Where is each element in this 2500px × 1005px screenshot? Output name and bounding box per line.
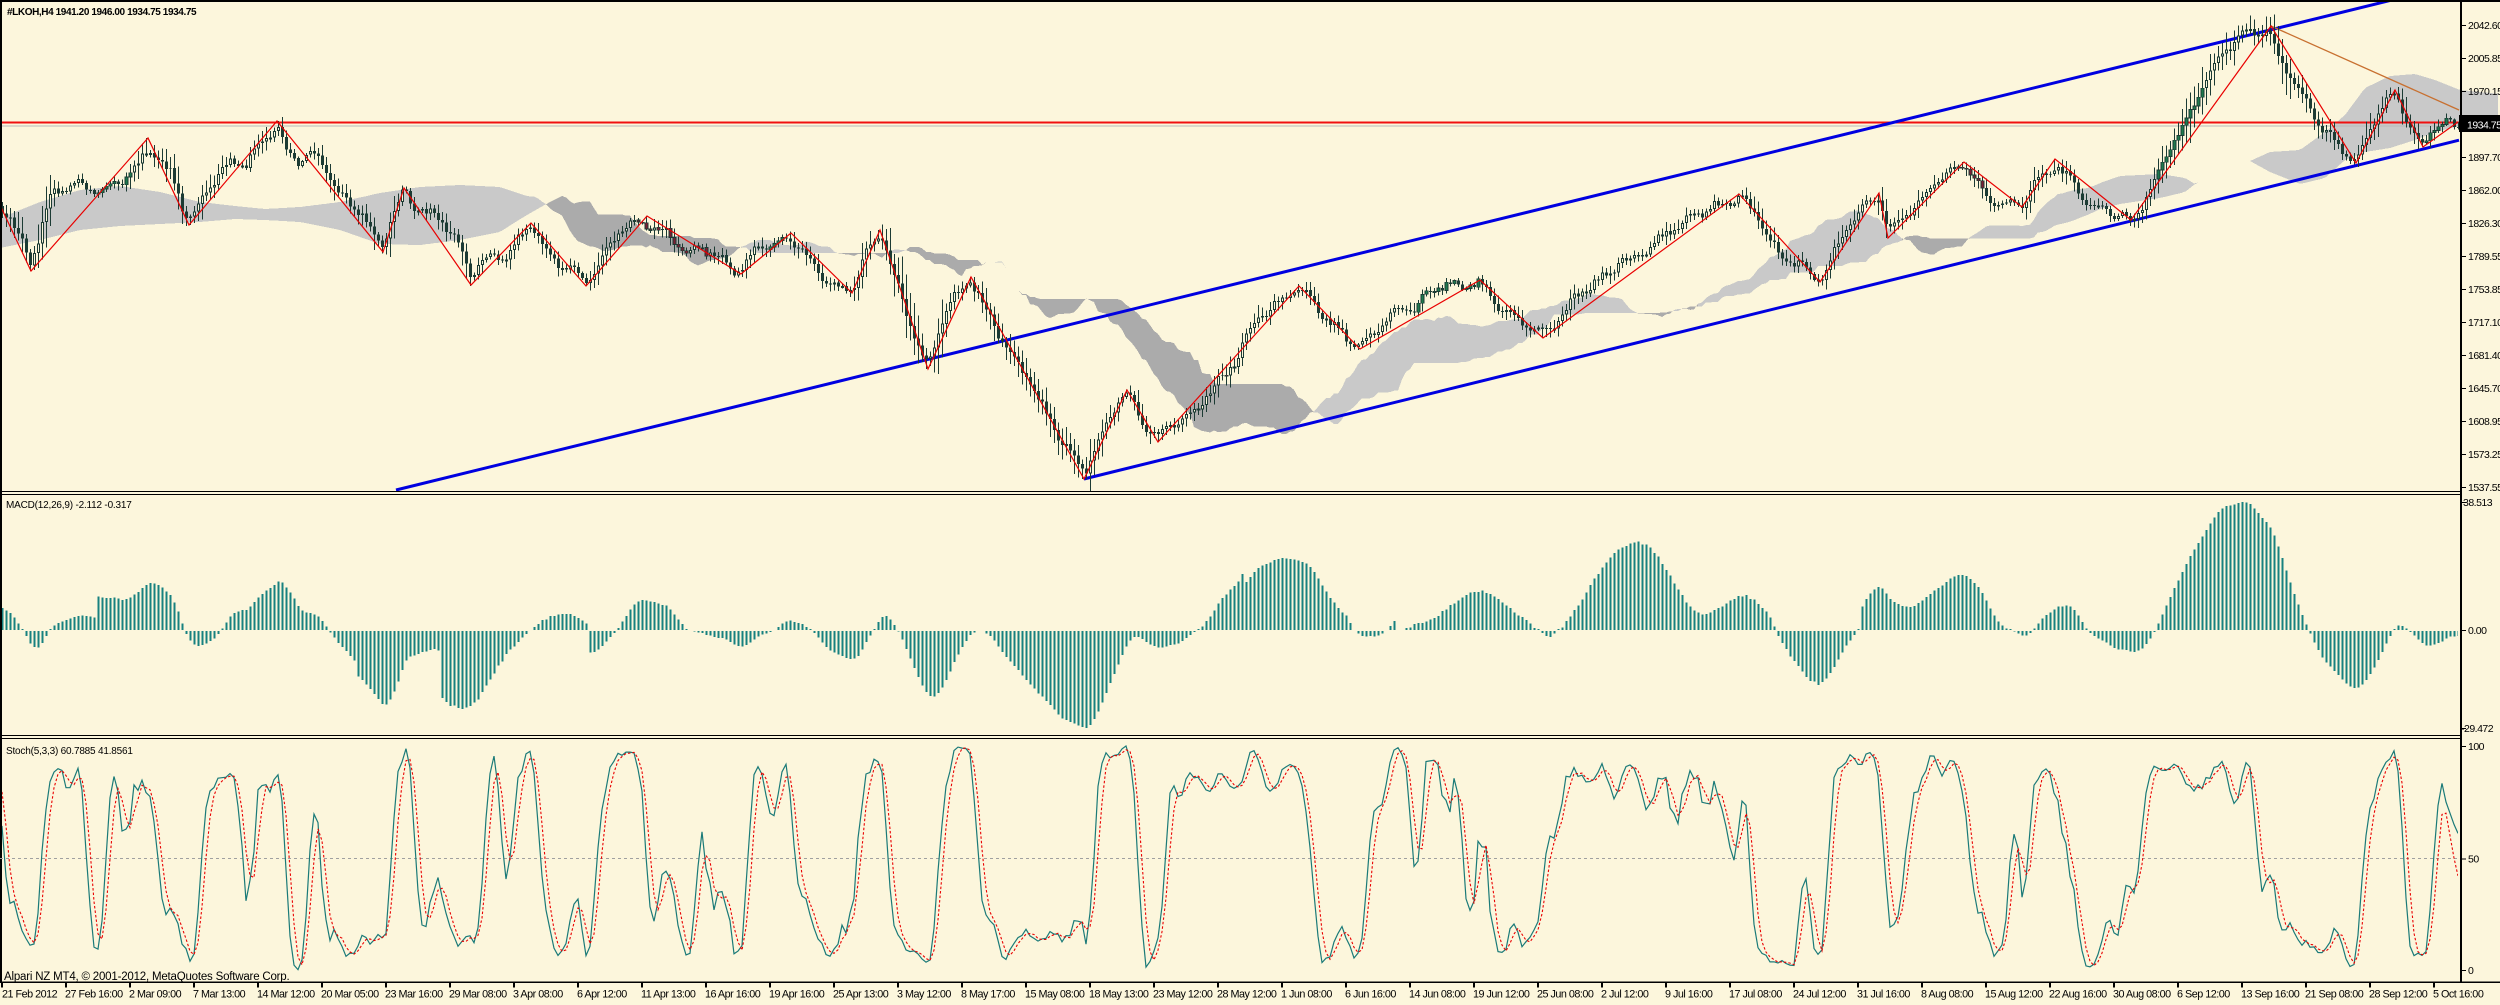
svg-text:20 Mar 05:00: 20 Mar 05:00 [321, 989, 379, 1001]
svg-text:15 May 08:00: 15 May 08:00 [1025, 989, 1085, 1001]
svg-text:MACD(12,26,9) -2.112 -0.317: MACD(12,26,9) -2.112 -0.317 [6, 500, 132, 511]
svg-text:38.513: 38.513 [2463, 497, 2493, 509]
svg-text:0.00: 0.00 [2468, 625, 2487, 637]
svg-text:1 Jun 08:00: 1 Jun 08:00 [1281, 989, 1332, 1001]
svg-text:5 Oct 16:00: 5 Oct 16:00 [2433, 989, 2484, 1001]
svg-text:6 Jun 16:00: 6 Jun 16:00 [1345, 989, 1396, 1001]
svg-text:0: 0 [2468, 965, 2474, 977]
svg-text:6 Sep 12:00: 6 Sep 12:00 [2177, 989, 2230, 1001]
svg-text:31 Jul 16:00: 31 Jul 16:00 [1857, 989, 1910, 1001]
svg-text:11 Apr 13:00: 11 Apr 13:00 [641, 989, 696, 1001]
svg-text:1573.25: 1573.25 [2468, 449, 2500, 461]
svg-text:8 Aug 08:00: 8 Aug 08:00 [1921, 989, 1974, 1001]
svg-text:2042.60: 2042.60 [2468, 20, 2500, 32]
svg-text:28 May 12:00: 28 May 12:00 [1217, 989, 1277, 1001]
svg-text:21 Sep 08:00: 21 Sep 08:00 [2305, 989, 2364, 1001]
svg-text:1897.70: 1897.70 [2468, 152, 2500, 164]
svg-text:-29.472: -29.472 [2461, 723, 2494, 735]
svg-text:1753.85: 1753.85 [2468, 284, 2500, 296]
svg-text:1645.70: 1645.70 [2468, 383, 2500, 395]
svg-text:1862.00: 1862.00 [2468, 185, 2500, 197]
svg-text:17 Jul 08:00: 17 Jul 08:00 [1729, 989, 1782, 1001]
svg-text:19 Jun 12:00: 19 Jun 12:00 [1473, 989, 1530, 1001]
svg-text:3 Apr 08:00: 3 Apr 08:00 [513, 989, 563, 1001]
svg-text:24 Jul 12:00: 24 Jul 12:00 [1793, 989, 1846, 1001]
svg-text:25 Apr 13:00: 25 Apr 13:00 [833, 989, 889, 1001]
svg-text:1826.30: 1826.30 [2468, 218, 2500, 230]
svg-text:1608.95: 1608.95 [2468, 416, 2500, 428]
svg-text:1537.55: 1537.55 [2468, 482, 2500, 494]
svg-text:1970.15: 1970.15 [2468, 86, 2500, 98]
svg-text:1681.40: 1681.40 [2468, 350, 2500, 362]
svg-text:1789.55: 1789.55 [2468, 251, 2500, 263]
svg-text:19 Apr 16:00: 19 Apr 16:00 [769, 989, 825, 1001]
svg-text:13 Sep 16:00: 13 Sep 16:00 [2241, 989, 2300, 1001]
svg-text:2005.85: 2005.85 [2468, 53, 2500, 65]
svg-text:2 Jul 12:00: 2 Jul 12:00 [1601, 989, 1649, 1001]
svg-text:29 Mar 08:00: 29 Mar 08:00 [449, 989, 507, 1001]
svg-text:9 Jul 16:00: 9 Jul 16:00 [1665, 989, 1713, 1001]
svg-text:28 Sep 12:00: 28 Sep 12:00 [2369, 989, 2428, 1001]
svg-text:22 Aug 16:00: 22 Aug 16:00 [2049, 989, 2107, 1001]
svg-text:#LKOH,H4 1941.20 1946.00 1934: #LKOH,H4 1941.20 1946.00 1934.75 1934.75 [7, 7, 197, 18]
svg-text:50: 50 [2468, 854, 2479, 866]
svg-text:21 Feb 2012: 21 Feb 2012 [2, 989, 58, 1001]
svg-text:16 Apr 16:00: 16 Apr 16:00 [705, 989, 761, 1001]
svg-text:30 Aug 08:00: 30 Aug 08:00 [2113, 989, 2171, 1001]
svg-text:100: 100 [2468, 741, 2485, 753]
svg-text:14 Jun 08:00: 14 Jun 08:00 [1409, 989, 1466, 1001]
svg-text:2 Mar 09:00: 2 Mar 09:00 [129, 989, 182, 1001]
svg-text:1934.75: 1934.75 [2467, 120, 2500, 132]
svg-text:27 Feb 16:00: 27 Feb 16:00 [65, 989, 123, 1001]
svg-text:Stoch(5,3,3) 60.7885 41.8561: Stoch(5,3,3) 60.7885 41.8561 [6, 746, 133, 757]
svg-text:7 Mar 13:00: 7 Mar 13:00 [193, 989, 246, 1001]
svg-text:1717.10: 1717.10 [2468, 317, 2500, 329]
svg-text:18 May 13:00: 18 May 13:00 [1089, 989, 1149, 1001]
svg-text:14 Mar 12:00: 14 Mar 12:00 [257, 989, 315, 1001]
svg-text:Alpari NZ MT4, © 2001-2012, Me: Alpari NZ MT4, © 2001-2012, MetaQuotes S… [4, 971, 290, 983]
svg-text:3 May 12:00: 3 May 12:00 [897, 989, 951, 1001]
svg-text:25 Jun 08:00: 25 Jun 08:00 [1537, 989, 1594, 1001]
svg-text:23 Mar 16:00: 23 Mar 16:00 [385, 989, 443, 1001]
svg-text:8 May 17:00: 8 May 17:00 [961, 989, 1015, 1001]
svg-text:6 Apr 12:00: 6 Apr 12:00 [577, 989, 627, 1001]
svg-text:23 May 12:00: 23 May 12:00 [1153, 989, 1213, 1001]
svg-text:15 Aug 12:00: 15 Aug 12:00 [1985, 989, 2043, 1001]
